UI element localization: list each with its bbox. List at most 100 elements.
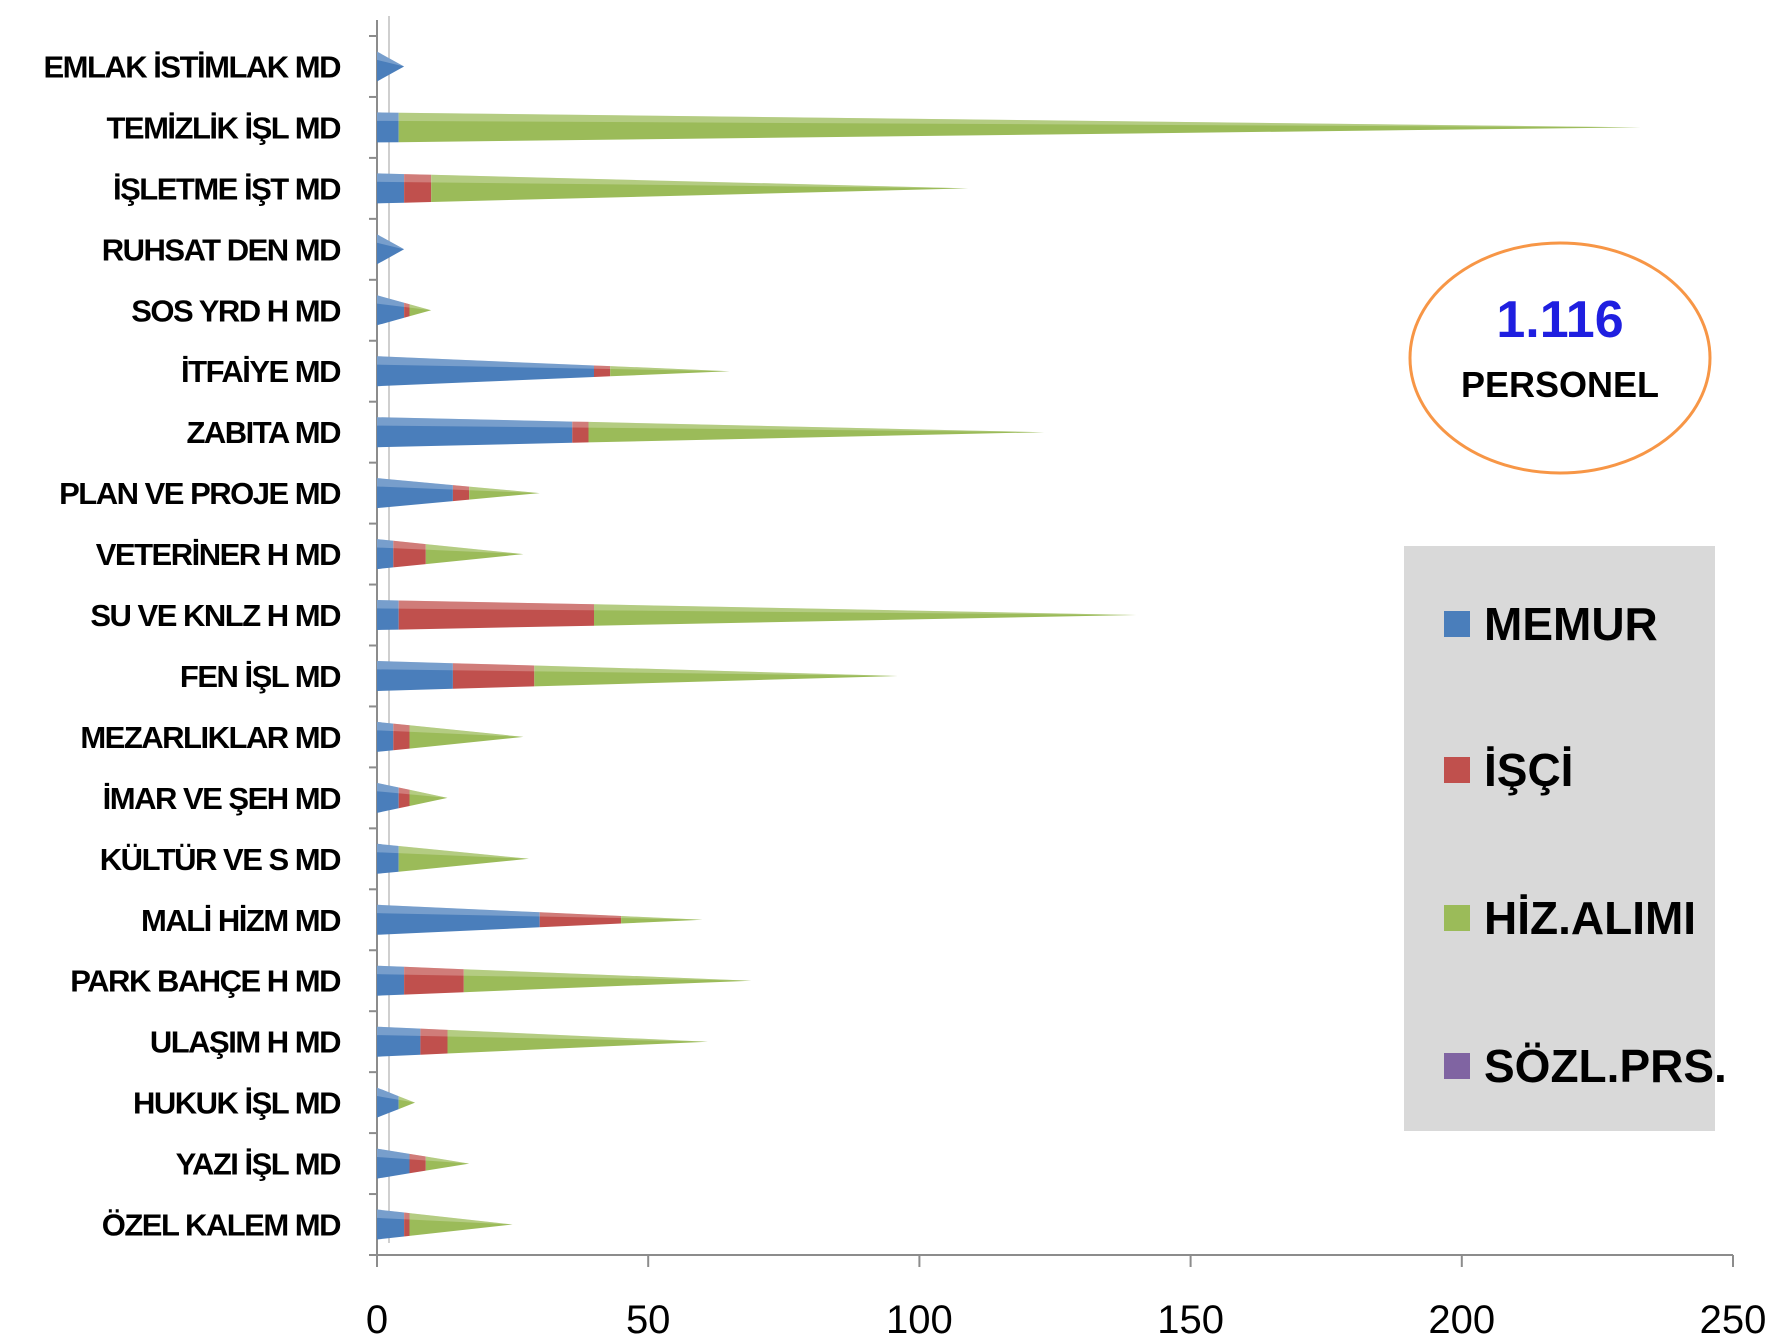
- category-label: ULAŞIM H MD: [150, 1025, 341, 1060]
- bar-segment: [377, 417, 573, 448]
- bar-segment: [377, 661, 453, 691]
- bar-segment: [377, 721, 394, 752]
- bar-highlight: [377, 173, 969, 189]
- bar-segment: [409, 1213, 513, 1236]
- bar-segment: [588, 421, 1045, 443]
- bar-segment: [621, 916, 703, 924]
- category-label: ÖZEL KALEM MD: [102, 1208, 341, 1243]
- bar-highlight: [377, 721, 524, 737]
- bar-highlight: [377, 1026, 708, 1042]
- legend: MEMUR İŞÇİ HİZ.ALIMI SÖZL.PRS.: [1404, 546, 1727, 1131]
- bar-highlight: [377, 1209, 513, 1225]
- bar-segment: [404, 174, 432, 203]
- total-label: PERSONEL: [1461, 364, 1659, 405]
- category-label: İTFAİYE MD: [181, 354, 341, 389]
- legend-swatch: [1444, 905, 1470, 931]
- x-tick-label: 200: [1428, 1298, 1495, 1340]
- legend-label: İŞÇİ: [1484, 744, 1573, 796]
- bar-segment: [377, 539, 394, 570]
- category-label: MEZARLIKLAR MD: [80, 720, 341, 755]
- bar-segment: [431, 174, 969, 202]
- x-tick-label: 50: [626, 1298, 671, 1340]
- bar-segment: [377, 1026, 421, 1057]
- category-label: SOS YRD H MD: [131, 293, 341, 328]
- bar-segment: [409, 789, 448, 806]
- category-label: İŞLETME İŞT MD: [113, 171, 341, 206]
- bar-segment: [398, 600, 594, 630]
- bar-segment: [377, 234, 405, 265]
- category-label: RUHSAT DEN MD: [102, 232, 341, 267]
- legend-label: MEMUR: [1484, 598, 1658, 650]
- bar-segment: [377, 965, 405, 996]
- bar-highlight: [377, 417, 1045, 433]
- category-label: İMAR VE ŞEH MD: [103, 781, 341, 816]
- category-label: VETERİNER H MD: [96, 537, 341, 572]
- category-label: YAZI İŞL MD: [176, 1147, 341, 1182]
- bar-segment: [377, 600, 399, 630]
- category-label: PLAN VE PROJE MD: [59, 476, 341, 511]
- bar-segment: [409, 304, 432, 317]
- bar-segment: [463, 969, 752, 993]
- bar-segment: [594, 365, 611, 377]
- category-label: KÜLTÜR VE S MD: [100, 842, 341, 877]
- chart-bars: [377, 51, 1641, 1240]
- total-value: 1.116: [1496, 291, 1623, 349]
- bar-segment: [377, 1087, 399, 1118]
- bar-segment: [425, 544, 524, 565]
- x-tick-label: 250: [1700, 1298, 1767, 1340]
- legend-swatch: [1444, 757, 1470, 783]
- bar-segment: [404, 1212, 410, 1237]
- bar-segment: [377, 904, 540, 935]
- bar-segment: [420, 1028, 448, 1055]
- bar-highlight: [377, 1087, 415, 1103]
- bar-segment: [398, 846, 529, 872]
- bar-segment: [377, 1209, 405, 1240]
- bar-segment: [377, 356, 594, 387]
- bar-segment: [610, 366, 730, 377]
- bar-highlight: [377, 539, 524, 555]
- bar-segment: [425, 1156, 470, 1171]
- bar-segment: [452, 485, 470, 502]
- bar-highlight: [377, 478, 540, 494]
- bar-highlight: [377, 660, 898, 676]
- bar-segment: [469, 486, 540, 500]
- category-label: HUKUK İŞL MD: [133, 1086, 341, 1121]
- legend-label: SÖZL.PRS.: [1484, 1040, 1727, 1092]
- bar-segment: [377, 112, 399, 143]
- legend-label: HİZ.ALIMI: [1484, 892, 1696, 944]
- bar-highlight: [377, 600, 1137, 616]
- bar-segment: [393, 540, 426, 568]
- bar-segment: [377, 173, 405, 204]
- bar-segment: [393, 723, 410, 751]
- bar-segment: [539, 912, 622, 928]
- bar-highlight: [377, 234, 405, 250]
- legend-swatch: [1444, 1053, 1470, 1079]
- bar-segment: [398, 112, 1641, 143]
- bar-highlight: [377, 904, 703, 920]
- bar-segment: [404, 302, 410, 318]
- x-tick-labels: 0 50 100 150 200 250: [366, 1298, 1767, 1340]
- bar-segment: [377, 51, 405, 82]
- category-label: PARK BAHÇE H MD: [70, 964, 341, 999]
- category-label: EMLAK İSTİMLAK MD: [43, 49, 341, 84]
- bar-highlight: [377, 356, 730, 372]
- bar-segment: [377, 843, 399, 874]
- bar-segment: [409, 1153, 426, 1174]
- bar-segment: [398, 787, 410, 809]
- bar-segment: [377, 478, 453, 509]
- bar-segment: [447, 1029, 708, 1054]
- total-annotation: 1.116 PERSONEL: [1408, 241, 1712, 475]
- legend-background: [1404, 546, 1715, 1131]
- x-tick-label: 0: [366, 1298, 388, 1340]
- bar-segment: [377, 295, 405, 326]
- x-tick-label: 100: [886, 1298, 953, 1340]
- category-label: ZABITA MD: [186, 415, 341, 450]
- bar-segment: [404, 966, 464, 995]
- bar-highlight: [377, 112, 1641, 128]
- bar-segment: [534, 665, 898, 687]
- category-label: SU VE KNLZ H MD: [90, 598, 341, 633]
- bar-segment: [377, 782, 399, 813]
- bar-segment: [377, 1148, 410, 1179]
- legend-swatch: [1444, 611, 1470, 637]
